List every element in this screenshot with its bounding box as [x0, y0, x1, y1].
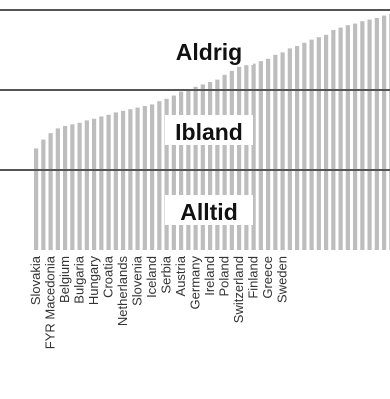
zone-label: Ibland: [175, 119, 243, 145]
bar: [121, 110, 126, 250]
bar: [34, 148, 39, 250]
bar: [316, 37, 321, 251]
x-tick-label: Finland: [246, 256, 261, 299]
zone-label-backdrop: [165, 115, 253, 145]
zone-labels-layer: Aldrig Ibland Alltid: [165, 35, 253, 225]
bar: [382, 15, 387, 250]
x-tick-label: Sweden: [275, 256, 290, 303]
bar: [128, 109, 133, 250]
x-tick-label: Belgium: [57, 256, 72, 303]
bar: [324, 34, 329, 250]
x-tick-label: Netherlands: [115, 256, 130, 327]
bar: [164, 98, 169, 250]
bar: [338, 27, 343, 250]
bar: [331, 30, 336, 250]
zone-label-group: Aldrig: [165, 35, 253, 65]
bar: [106, 114, 111, 250]
bar: [142, 106, 147, 250]
bar: [150, 104, 155, 251]
bar: [302, 42, 307, 250]
bar: [200, 84, 205, 251]
bar: [237, 66, 242, 250]
x-tick-label: Ireland: [202, 256, 217, 296]
zone-label-group: Alltid: [165, 195, 253, 225]
bar: [367, 19, 372, 250]
bar: [374, 18, 379, 250]
bar: [48, 133, 53, 250]
bar: [273, 54, 278, 250]
bar: [157, 101, 162, 250]
bar: [77, 122, 82, 250]
x-tick-label: Austria: [173, 255, 188, 296]
x-tick-label: Germany: [188, 256, 203, 310]
x-tick-label: Slovenia: [130, 255, 145, 306]
bar: [222, 74, 227, 250]
bar: [295, 46, 300, 250]
bar: [309, 39, 314, 250]
x-tick-label: Croatia: [101, 255, 116, 298]
zone-label: Alltid: [180, 199, 238, 225]
bar: [229, 70, 234, 250]
bar: [353, 23, 358, 250]
bar: [258, 61, 263, 251]
bar: [70, 124, 75, 250]
bar: [55, 128, 60, 250]
bar: [41, 139, 46, 250]
bar: [63, 126, 68, 250]
bar: [84, 120, 89, 251]
x-tick-label: Slovakia: [28, 255, 43, 305]
bar: [92, 118, 97, 250]
bar: [280, 52, 285, 251]
x-tick-label: Bulgaria: [72, 255, 87, 303]
bars-layer: [34, 14, 390, 251]
bar: [251, 63, 256, 250]
zone-label: Aldrig: [176, 39, 242, 65]
zone-label-group: Ibland: [165, 115, 253, 145]
x-tick-labels-layer: Slovakia FYR Macedonia Belgium Bulgaria Hung…: [28, 255, 290, 349]
bar: [135, 107, 140, 250]
x-tick-label: Iceland: [144, 256, 159, 298]
bar: [215, 79, 220, 250]
bar: [345, 25, 350, 251]
bar: [171, 95, 176, 250]
x-tick-label: Poland: [217, 256, 232, 296]
zone-label-backdrop: [165, 35, 253, 65]
bar: [113, 112, 118, 251]
bar: [99, 116, 104, 251]
zone-label-backdrop: [165, 195, 253, 225]
x-tick-label: Greece: [260, 256, 275, 299]
x-tick-label: Serbia: [159, 255, 174, 293]
bar: [287, 48, 292, 251]
bar: [208, 82, 213, 250]
bar: [360, 21, 365, 251]
zone-lines-layer: [0, 9, 390, 171]
x-tick-label: Switzerland: [231, 256, 246, 323]
bar: [193, 86, 198, 250]
x-tick-label: FYR Macedonia: [43, 255, 58, 349]
x-tick-label: Hungary: [86, 256, 101, 306]
bar: [244, 65, 249, 250]
bar: [266, 58, 271, 250]
